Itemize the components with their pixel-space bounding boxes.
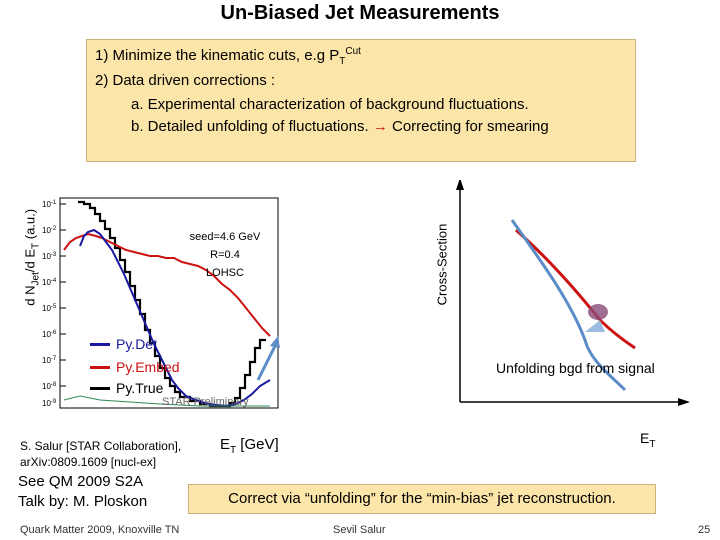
y-tick-label: 10-2 xyxy=(42,226,57,235)
legend-label-pyembed: Py.Embed xyxy=(116,359,180,375)
bullet-box: 1) Minimize the kinematic cuts, e.g PTCu… xyxy=(86,39,636,162)
series-pyembed xyxy=(63,232,271,337)
y-tick-label: 10-3 xyxy=(42,252,57,261)
overlap-region xyxy=(588,304,608,320)
left-plot-ylabel: d NJet/d ET (a.u.) xyxy=(22,208,42,306)
bullet-2: 2) Data driven corrections : xyxy=(95,72,276,89)
footer-center: Sevil Salur xyxy=(333,524,386,536)
y-tick-label: 10-4 xyxy=(42,278,57,287)
series-pytrue xyxy=(78,200,266,408)
talk-reference: See QM 2009 S2A Talk by: M. Ploskon xyxy=(18,473,148,510)
series-residual xyxy=(63,395,270,407)
citation: S. Salur [STAR Collaboration], arXiv:080… xyxy=(20,439,182,469)
right-curve-blue xyxy=(510,219,627,392)
unfold-arrow-icon xyxy=(585,320,605,332)
bullet-2a: a. Experimental characterization of back… xyxy=(131,96,529,113)
y-axis-arrow-icon xyxy=(456,180,464,190)
legend-label-pytrue: Py.True xyxy=(116,380,164,396)
legend-label-pydet: Py.Det xyxy=(116,336,157,352)
right-arrow-icon: → xyxy=(372,118,388,135)
series-pydet xyxy=(79,228,271,408)
page-number: 25 xyxy=(698,524,711,536)
legend-swatch-pyembed xyxy=(90,366,110,369)
y-tick-label: 10-8 xyxy=(42,382,57,391)
right-plot-xlabel: ET xyxy=(640,430,656,450)
legend-swatch-pydet xyxy=(90,343,110,346)
legend-swatch-pytrue xyxy=(90,387,110,390)
left-plot-annotation: seed=4.6 GeV R=0.4 LOHSC xyxy=(189,231,261,279)
bullet-2b: b. Detailed unfolding of fluctuations. →… xyxy=(131,118,549,135)
shift-arrow-icon xyxy=(270,336,280,348)
left-plot-xlabel: ET [GeV] xyxy=(220,436,279,456)
page-title: Un-Biased Jet Measurements xyxy=(220,2,500,24)
right-curve-red xyxy=(515,228,636,350)
x-axis-arrow-icon xyxy=(678,398,690,406)
y-tick-label: 10-5 xyxy=(42,304,57,313)
conclusion-box: Correct via “unfolding” for the “min-bia… xyxy=(188,484,656,514)
left-plot-ticks: 10-1 10-2 10-3 10-4 10-5 10-6 10-7 10-8 10-9 xyxy=(42,200,66,408)
bullet-1: 1) Minimize the kinematic cuts, e.g PTCu… xyxy=(95,46,361,67)
left-plot: 10-1 10-2 10-3 10-4 10-5 10-6 10-7 10-8 10-9 xyxy=(42,197,280,409)
y-tick-label: 10-9 xyxy=(42,399,57,408)
footer-left: Quark Matter 2009, Knoxville TN xyxy=(20,524,180,536)
star-preliminary-watermark: STAR Preliminary xyxy=(162,396,249,408)
y-tick-label: 10-6 xyxy=(42,330,57,339)
right-plot xyxy=(456,180,690,406)
y-tick-label: 10-1 xyxy=(42,200,57,209)
right-plot-caption: Unfolding bgd from signal xyxy=(496,360,655,376)
y-tick-label: 10-7 xyxy=(42,356,57,365)
